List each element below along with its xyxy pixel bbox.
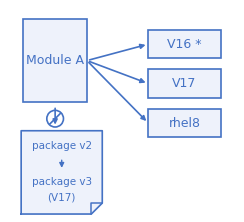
Bar: [148, 30, 221, 58]
Text: V16 *: V16 *: [167, 38, 202, 51]
Text: package v2: package v2: [32, 141, 92, 151]
Text: package v3: package v3: [32, 177, 92, 187]
Text: (V17): (V17): [48, 192, 76, 202]
Bar: [148, 69, 221, 98]
Polygon shape: [21, 131, 102, 214]
Text: rhel8: rhel8: [168, 117, 201, 130]
Bar: [23, 19, 87, 102]
Text: V17: V17: [172, 77, 197, 90]
Text: Module A: Module A: [26, 54, 84, 67]
Bar: [148, 109, 221, 137]
